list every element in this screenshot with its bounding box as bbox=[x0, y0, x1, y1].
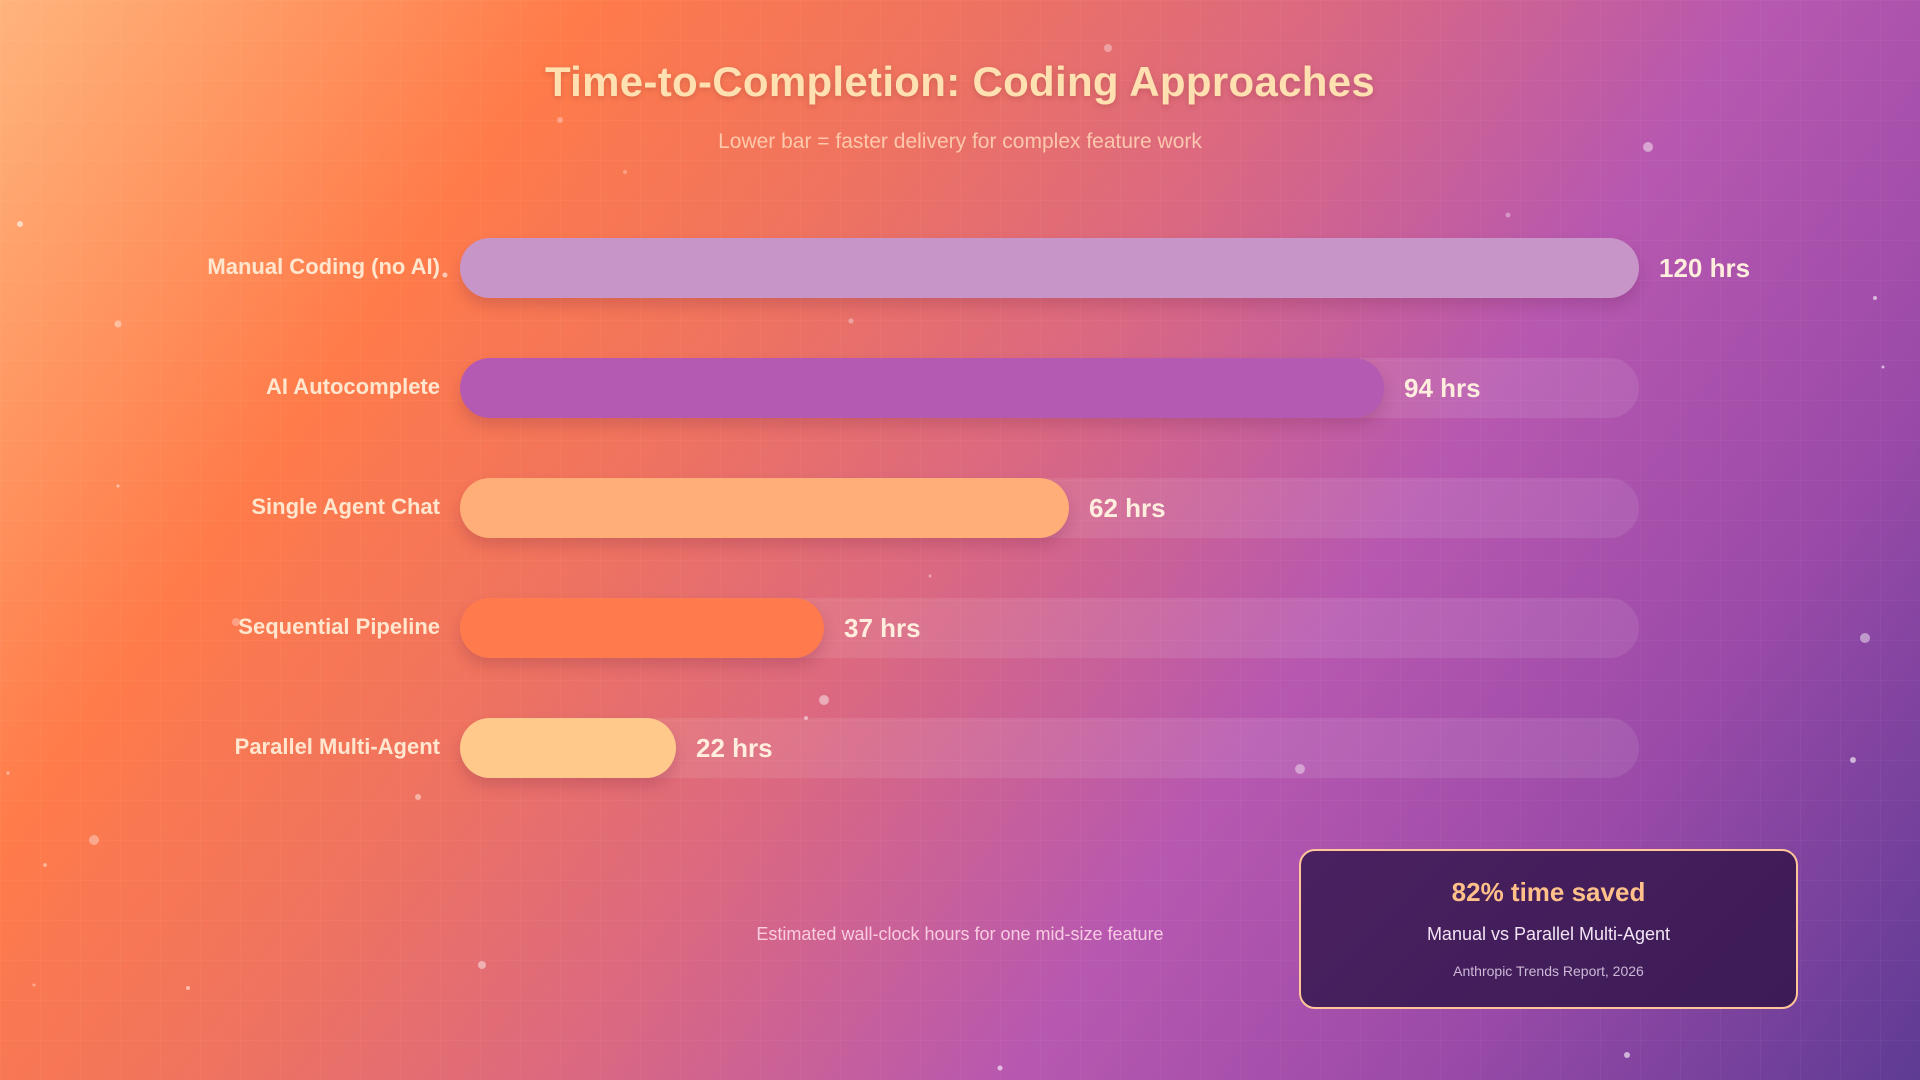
value-label: 22 hrs bbox=[696, 733, 773, 763]
bar bbox=[460, 478, 1069, 538]
value-label: 120 hrs bbox=[1659, 253, 1751, 283]
chart-title: Time-to-Completion: Coding Approaches bbox=[544, 58, 1376, 105]
callout-headline: 82% time saved bbox=[1451, 877, 1646, 907]
chart-footnote: Estimated wall-clock hours for one mid-s… bbox=[756, 924, 1164, 944]
callout-source: Anthropic Trends Report, 2026 bbox=[1453, 963, 1644, 979]
value-label: 37 hrs bbox=[844, 613, 921, 643]
savings-callout: 82% time saved Manual vs Parallel Multi-… bbox=[1299, 849, 1798, 1009]
value-label: 94 hrs bbox=[1404, 373, 1481, 403]
bar bbox=[460, 718, 676, 778]
category-label: AI Autocomplete bbox=[266, 374, 440, 399]
category-label: Single Agent Chat bbox=[251, 494, 440, 519]
value-label: 62 hrs bbox=[1089, 493, 1166, 523]
category-label: Parallel Multi-Agent bbox=[234, 734, 440, 759]
category-label: Manual Coding (no AI) bbox=[207, 254, 440, 279]
chart-subtitle: Lower bar = faster delivery for complex … bbox=[718, 130, 1202, 153]
bar bbox=[460, 238, 1639, 298]
callout-subline: Manual vs Parallel Multi-Agent bbox=[1426, 924, 1671, 944]
category-label: Sequential Pipeline bbox=[238, 614, 440, 639]
bar bbox=[460, 358, 1384, 418]
bar bbox=[460, 598, 824, 658]
